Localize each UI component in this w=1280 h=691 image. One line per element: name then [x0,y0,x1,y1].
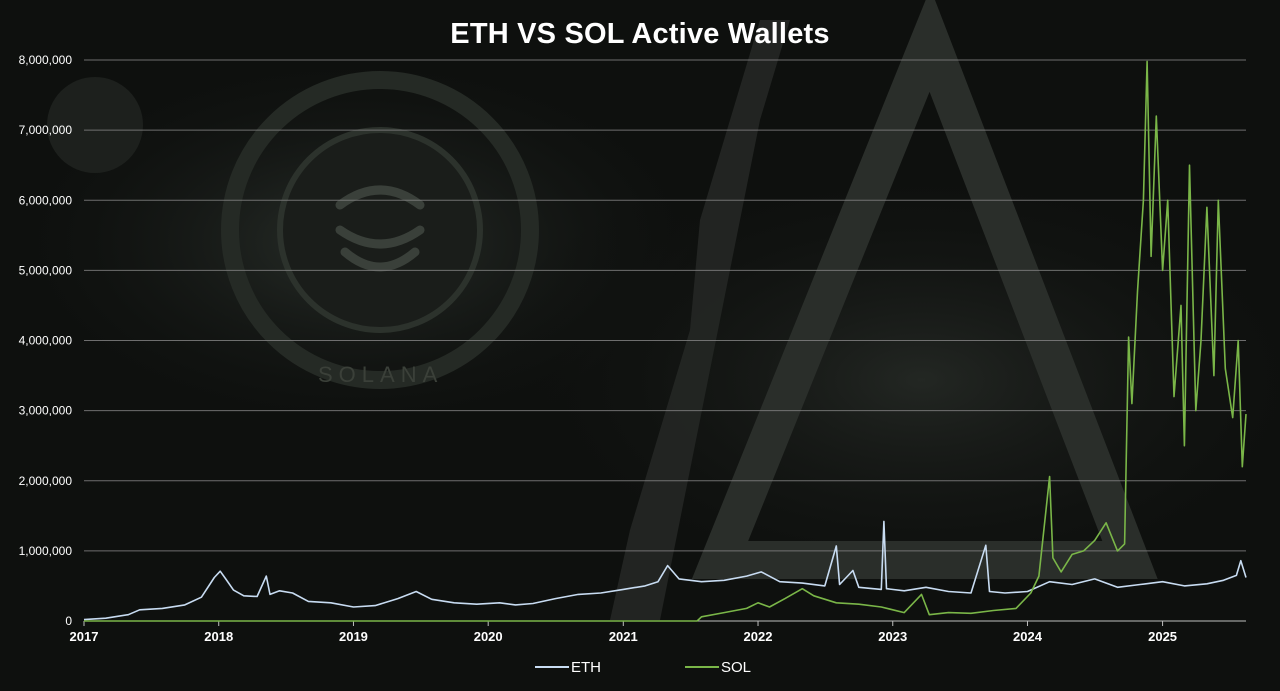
x-tick-label: 2025 [1148,629,1177,644]
bg-logo-icon [335,185,425,272]
x-tick-label: 2020 [474,629,503,644]
x-tick-label: 2021 [609,629,638,644]
chart-legend: ETH SOL [535,659,751,676]
x-tick-label: 2019 [339,629,368,644]
bg-torn-divider [610,20,790,620]
x-tick-label: 2023 [878,629,907,644]
chart-title: ETH VS SOL Active Wallets [450,18,830,50]
x-tick-label: 2017 [70,629,99,644]
y-tick-label: 8,000,000 [19,53,73,67]
x-tick-label: 2022 [744,629,773,644]
y-tick-label: 6,000,000 [19,193,73,207]
legend-label-eth: ETH [571,659,601,676]
x-tick-label: 2024 [1013,629,1043,644]
series-line-eth [83,520,1247,621]
y-tick-label: 7,000,000 [19,123,73,137]
chart-gridlines [84,59,1246,622]
bg-ring-inner [277,127,483,333]
x-tick-label: 2018 [204,629,233,644]
series-line-sol [84,60,1247,622]
y-tick-label: 3,000,000 [19,404,73,418]
bg-triangle-logo [691,0,1158,579]
y-tick-label: 0 [65,614,72,628]
y-axis: 0 1,000,000 2,000,000 3,000,000 4,000,000 5,0… [19,53,73,628]
y-tick-label: 5,000,000 [19,263,73,277]
y-tick-label: 2,000,000 [19,474,73,488]
y-tick-label: 4,000,000 [19,334,73,348]
bg-moon [47,77,143,173]
bg-ring-outer [221,71,539,389]
x-axis: 2017 2018 2019 2020 2021 2022 2023 2024 2025 [70,621,1177,644]
background-logo-text: SOLANA [318,362,444,387]
legend-label-sol: SOL [721,659,751,676]
chart-series [83,60,1247,622]
y-tick-label: 1,000,000 [19,544,73,558]
